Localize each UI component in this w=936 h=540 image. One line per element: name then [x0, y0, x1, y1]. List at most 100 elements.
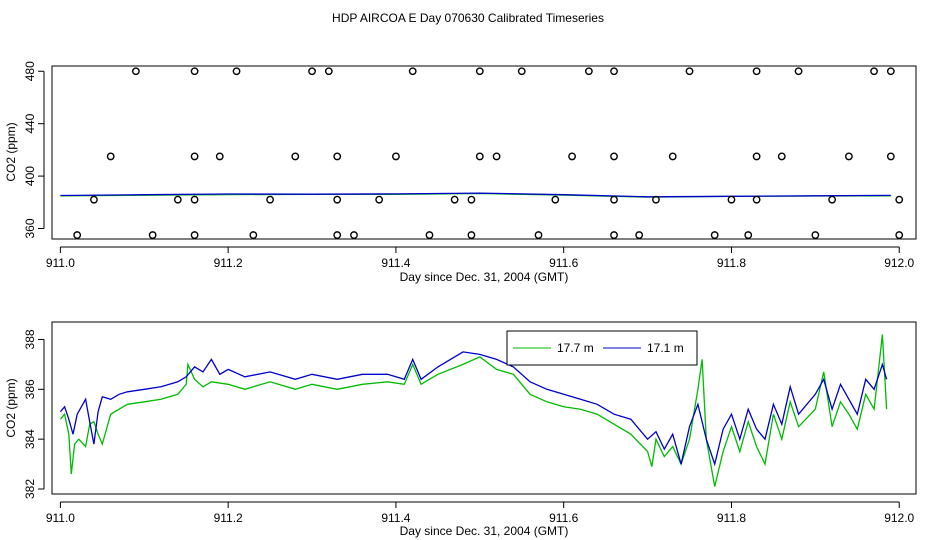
top-data-point [131, 67, 140, 76]
top-data-point [752, 152, 761, 161]
bottom-y-tick-label: 382 [23, 479, 37, 499]
bottom-plot-frame [51, 321, 917, 495]
top-data-point [652, 195, 660, 204]
top-data-point [291, 152, 300, 161]
top-data-point [190, 67, 199, 76]
top-data-point [752, 195, 761, 204]
top-data-point [685, 67, 694, 76]
legend-label-17-1m: 17.1 m [647, 341, 684, 355]
top-chart-panel: Day since Dec. 31, 2004 (GMT) CO2 (ppm) … [4, 61, 917, 284]
top-data-point [324, 67, 333, 76]
top-data-point [886, 67, 895, 76]
top-series [60, 67, 904, 239]
top-data-point [350, 231, 358, 239]
top-data-point [668, 152, 677, 161]
top-data-point [190, 195, 199, 204]
top-y-axis-label: CO2 (ppm) [4, 122, 18, 181]
top-data-point [467, 195, 476, 204]
top-data-point [173, 195, 182, 204]
top-data-point [475, 152, 484, 161]
top-data-point [333, 152, 342, 161]
figure-title: HDP AIRCOA E Day 070630 Calibrated Times… [332, 11, 604, 25]
top-data-point [73, 231, 82, 239]
top-data-point [534, 231, 543, 239]
top-data-point [408, 67, 417, 76]
top-data-point [249, 231, 258, 239]
top-data-point [425, 231, 434, 239]
top-data-point [232, 67, 241, 76]
top-series-line-series-2 [60, 192, 891, 198]
top-data-point [886, 152, 895, 161]
bottom-x-tick-label: 911.0 [46, 511, 75, 525]
bottom-chart-panel: Day since Dec. 31, 2004 (GMT) CO2 (ppm) … [4, 321, 917, 538]
bottom-y-tick-label: 384 [23, 429, 37, 449]
top-data-point [610, 231, 618, 239]
top-data-point [148, 231, 157, 239]
top-data-point [744, 231, 753, 239]
top-y-tick-label: 360 [23, 218, 37, 238]
top-x-axis-label: Day since Dec. 31, 2004 (GMT) [400, 270, 569, 284]
bottom-x-tick-label: 912.0 [884, 511, 914, 525]
top-data-point [844, 152, 853, 161]
bottom-series-line-17-1-m [59, 351, 888, 467]
legend-label-17-7m: 17.7 m [557, 341, 594, 355]
bottom-x-ticks: 911.0 911.2 911.4 911.6 911.8 912.0 [46, 501, 915, 525]
top-data-point [450, 195, 459, 204]
top-data-point [610, 67, 618, 76]
top-data-point [777, 152, 786, 161]
top-data-point [190, 152, 199, 161]
bottom-x-axis-label: Day since Dec. 31, 2004 (GMT) [400, 524, 569, 538]
top-x-tick-label: 912.0 [884, 256, 914, 270]
top-plot-frame [51, 65, 917, 240]
top-data-point [190, 231, 199, 239]
bottom-y-tick-label: 386 [23, 379, 37, 399]
top-x-tick-label: 911.4 [381, 256, 410, 270]
top-data-point [870, 67, 878, 76]
top-x-tick-label: 911.8 [717, 256, 746, 270]
top-data-point [895, 231, 904, 239]
legend: 17.7 m 17.1 m [506, 330, 698, 366]
top-data-point [828, 195, 837, 204]
top-data-point [794, 67, 803, 76]
top-data-point [568, 152, 576, 161]
top-y-tick-label: 480 [23, 61, 37, 81]
bottom-series [59, 334, 888, 487]
top-data-point [517, 67, 526, 76]
bottom-y-tick-label: 388 [23, 329, 37, 349]
bottom-x-tick-label: 911.8 [717, 511, 746, 525]
top-data-point [727, 195, 736, 204]
top-data-point [333, 231, 342, 239]
top-data-point [492, 152, 501, 161]
top-data-point [895, 195, 904, 204]
top-data-point [752, 67, 761, 76]
top-data-point [392, 152, 400, 161]
top-data-point [551, 195, 560, 204]
top-y-tick-label: 400 [23, 166, 37, 186]
top-y-tick-label: 440 [23, 113, 37, 133]
top-data-point [90, 195, 98, 204]
top-data-point [610, 195, 618, 204]
bottom-y-axis-label: CO2 (ppm) [4, 378, 18, 437]
top-data-point [375, 195, 384, 204]
bottom-x-tick-label: 911.6 [549, 511, 578, 525]
top-x-tick-label: 911.0 [46, 256, 75, 270]
top-data-point [635, 231, 644, 239]
bottom-x-tick-label: 911.4 [381, 511, 410, 525]
bottom-series-line-17-7-m [59, 334, 888, 487]
top-x-tick-label: 911.2 [214, 256, 243, 270]
top-data-point [308, 67, 316, 76]
bottom-y-ticks: 382 384 386 388 [23, 329, 45, 499]
bottom-x-tick-label: 911.2 [214, 511, 243, 525]
top-data-point [710, 231, 719, 239]
top-data-point [475, 67, 484, 76]
top-data-point [610, 152, 618, 161]
top-data-point [811, 231, 820, 239]
top-data-point [106, 152, 115, 161]
top-data-point [266, 195, 274, 204]
top-data-point [333, 195, 342, 204]
top-x-ticks: 911.0 911.2 911.4 911.6 911.8 912.0 [46, 246, 915, 270]
top-y-ticks: 360 400 440 480 [23, 61, 45, 239]
top-data-point [584, 67, 593, 76]
top-data-point [467, 231, 476, 239]
